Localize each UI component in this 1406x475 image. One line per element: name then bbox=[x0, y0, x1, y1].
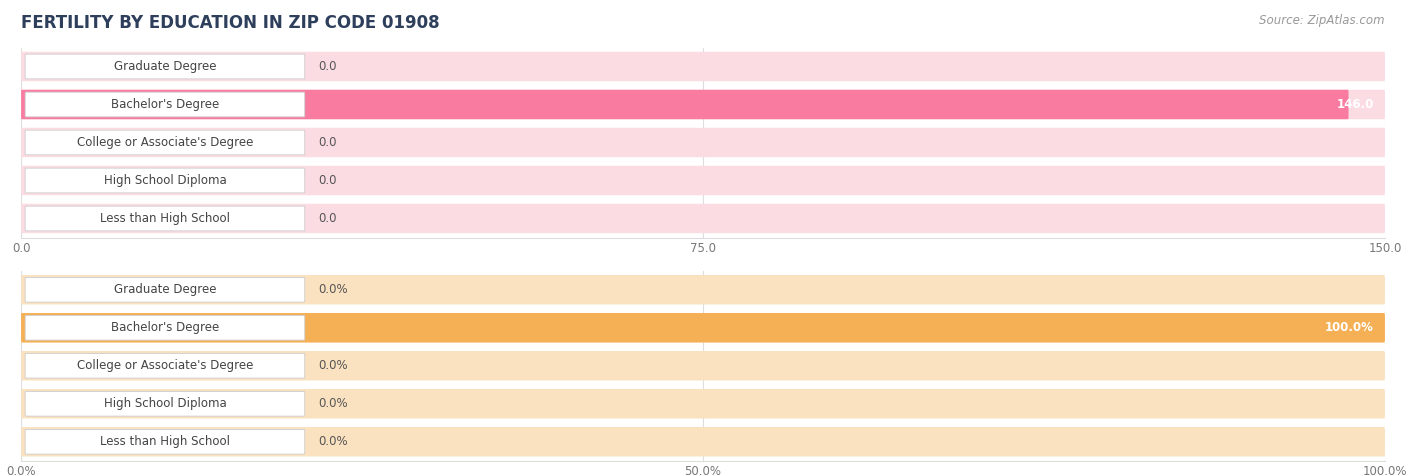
Text: Graduate Degree: Graduate Degree bbox=[114, 60, 217, 73]
FancyBboxPatch shape bbox=[25, 353, 305, 378]
FancyBboxPatch shape bbox=[25, 168, 305, 193]
Text: 0.0: 0.0 bbox=[318, 174, 337, 187]
FancyBboxPatch shape bbox=[25, 315, 305, 340]
FancyBboxPatch shape bbox=[21, 128, 1385, 157]
Text: College or Associate's Degree: College or Associate's Degree bbox=[77, 359, 253, 372]
FancyBboxPatch shape bbox=[25, 206, 305, 231]
Text: 146.0: 146.0 bbox=[1337, 98, 1374, 111]
FancyBboxPatch shape bbox=[21, 90, 1348, 119]
FancyBboxPatch shape bbox=[25, 429, 305, 454]
FancyBboxPatch shape bbox=[21, 90, 1385, 119]
Text: High School Diploma: High School Diploma bbox=[104, 397, 226, 410]
Text: 0.0: 0.0 bbox=[318, 60, 337, 73]
FancyBboxPatch shape bbox=[25, 277, 305, 302]
FancyBboxPatch shape bbox=[21, 275, 1385, 304]
Text: Graduate Degree: Graduate Degree bbox=[114, 283, 217, 296]
FancyBboxPatch shape bbox=[21, 52, 1385, 81]
Text: 0.0: 0.0 bbox=[318, 212, 337, 225]
FancyBboxPatch shape bbox=[21, 313, 1385, 342]
FancyBboxPatch shape bbox=[25, 130, 305, 155]
FancyBboxPatch shape bbox=[25, 54, 305, 79]
Text: College or Associate's Degree: College or Associate's Degree bbox=[77, 136, 253, 149]
Text: Bachelor's Degree: Bachelor's Degree bbox=[111, 321, 219, 334]
Text: 0.0%: 0.0% bbox=[318, 397, 349, 410]
Text: Bachelor's Degree: Bachelor's Degree bbox=[111, 98, 219, 111]
Text: 0.0%: 0.0% bbox=[318, 283, 349, 296]
Text: Less than High School: Less than High School bbox=[100, 212, 231, 225]
Text: FERTILITY BY EDUCATION IN ZIP CODE 01908: FERTILITY BY EDUCATION IN ZIP CODE 01908 bbox=[21, 14, 440, 32]
FancyBboxPatch shape bbox=[21, 313, 1385, 342]
Text: 100.0%: 100.0% bbox=[1324, 321, 1374, 334]
FancyBboxPatch shape bbox=[25, 391, 305, 416]
FancyBboxPatch shape bbox=[21, 389, 1385, 418]
FancyBboxPatch shape bbox=[25, 92, 305, 117]
Text: 0.0%: 0.0% bbox=[318, 435, 349, 448]
Text: Less than High School: Less than High School bbox=[100, 435, 231, 448]
Text: 0.0%: 0.0% bbox=[318, 359, 349, 372]
FancyBboxPatch shape bbox=[21, 204, 1385, 233]
Text: 0.0: 0.0 bbox=[318, 136, 337, 149]
FancyBboxPatch shape bbox=[21, 351, 1385, 380]
Text: Source: ZipAtlas.com: Source: ZipAtlas.com bbox=[1260, 14, 1385, 27]
FancyBboxPatch shape bbox=[21, 427, 1385, 456]
Text: High School Diploma: High School Diploma bbox=[104, 174, 226, 187]
FancyBboxPatch shape bbox=[21, 166, 1385, 195]
